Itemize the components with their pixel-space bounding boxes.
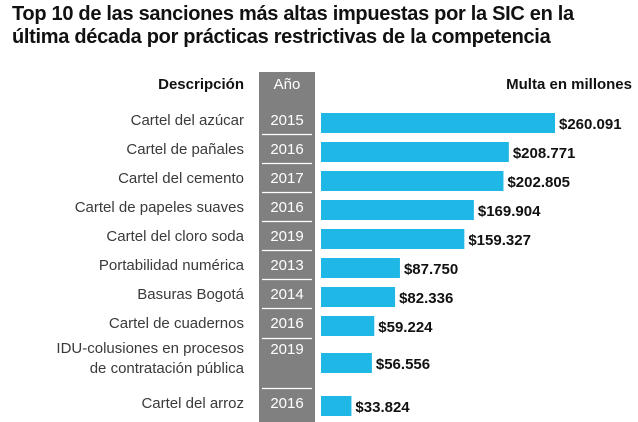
category-label: Cartel de pañales bbox=[126, 141, 244, 158]
value-label: $82.336 bbox=[399, 290, 453, 307]
value-label: $208.771 bbox=[513, 145, 576, 162]
bar bbox=[321, 229, 465, 249]
year-label: 2017 bbox=[270, 170, 303, 187]
year-column-background bbox=[259, 72, 315, 422]
year-label: 2016 bbox=[270, 141, 303, 158]
value-label: $33.824 bbox=[355, 399, 410, 416]
year-label: 2019 bbox=[270, 341, 303, 358]
chart-title: Top 10 de las sanciones más altas impues… bbox=[12, 3, 574, 48]
year-label: 2015 bbox=[270, 112, 303, 129]
value-label: $59.224 bbox=[378, 319, 433, 336]
bar bbox=[321, 113, 555, 133]
bar bbox=[321, 258, 400, 278]
bar bbox=[321, 316, 375, 336]
value-label: $169.904 bbox=[478, 203, 541, 220]
value-label: $159.327 bbox=[468, 232, 531, 249]
value-header: Multa en millones bbox=[506, 76, 632, 93]
value-label: $202.805 bbox=[507, 174, 570, 191]
value-label: $260.091 bbox=[559, 116, 622, 133]
year-label: 2016 bbox=[270, 395, 303, 412]
category-label: Cartel de cuadernos bbox=[109, 315, 244, 332]
value-label: $56.556 bbox=[376, 356, 430, 373]
category-label: Basuras Bogotá bbox=[137, 286, 244, 303]
bar bbox=[321, 200, 474, 220]
category-label: Cartel de papeles suaves bbox=[75, 199, 244, 216]
category-label: Cartel del cemento bbox=[118, 170, 244, 187]
year-label: 2013 bbox=[270, 257, 303, 274]
bar bbox=[321, 171, 504, 191]
bar bbox=[321, 353, 372, 373]
description-header: Descripción bbox=[158, 76, 244, 93]
value-label: $87.750 bbox=[404, 261, 458, 278]
year-label: 2016 bbox=[270, 199, 303, 216]
year-label: 2014 bbox=[270, 286, 303, 303]
category-label: Cartel del cloro soda bbox=[106, 228, 244, 245]
category-label: Cartel del azúcar bbox=[131, 112, 244, 129]
bar bbox=[321, 287, 396, 307]
year-label: 2019 bbox=[270, 228, 303, 245]
year-label: 2016 bbox=[270, 315, 303, 332]
category-label: IDU-colusiones en procesos de contratació… bbox=[56, 340, 244, 377]
category-label: Portabilidad numérica bbox=[99, 257, 245, 274]
category-label: Cartel del arroz bbox=[141, 395, 244, 412]
bar bbox=[321, 142, 509, 162]
year-header: Año bbox=[274, 76, 301, 93]
bar bbox=[321, 396, 352, 416]
